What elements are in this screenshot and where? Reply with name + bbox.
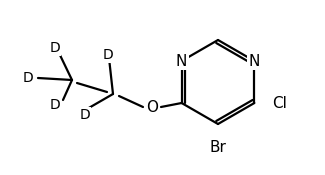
Text: N: N	[249, 54, 260, 68]
Text: N: N	[176, 54, 187, 68]
Text: D: D	[23, 71, 33, 85]
Text: Cl: Cl	[272, 96, 287, 110]
Text: D: D	[50, 98, 60, 112]
Text: Br: Br	[210, 140, 227, 155]
Text: D: D	[103, 48, 113, 62]
Text: D: D	[50, 41, 60, 55]
Text: D: D	[80, 108, 90, 122]
Text: O: O	[146, 100, 158, 114]
